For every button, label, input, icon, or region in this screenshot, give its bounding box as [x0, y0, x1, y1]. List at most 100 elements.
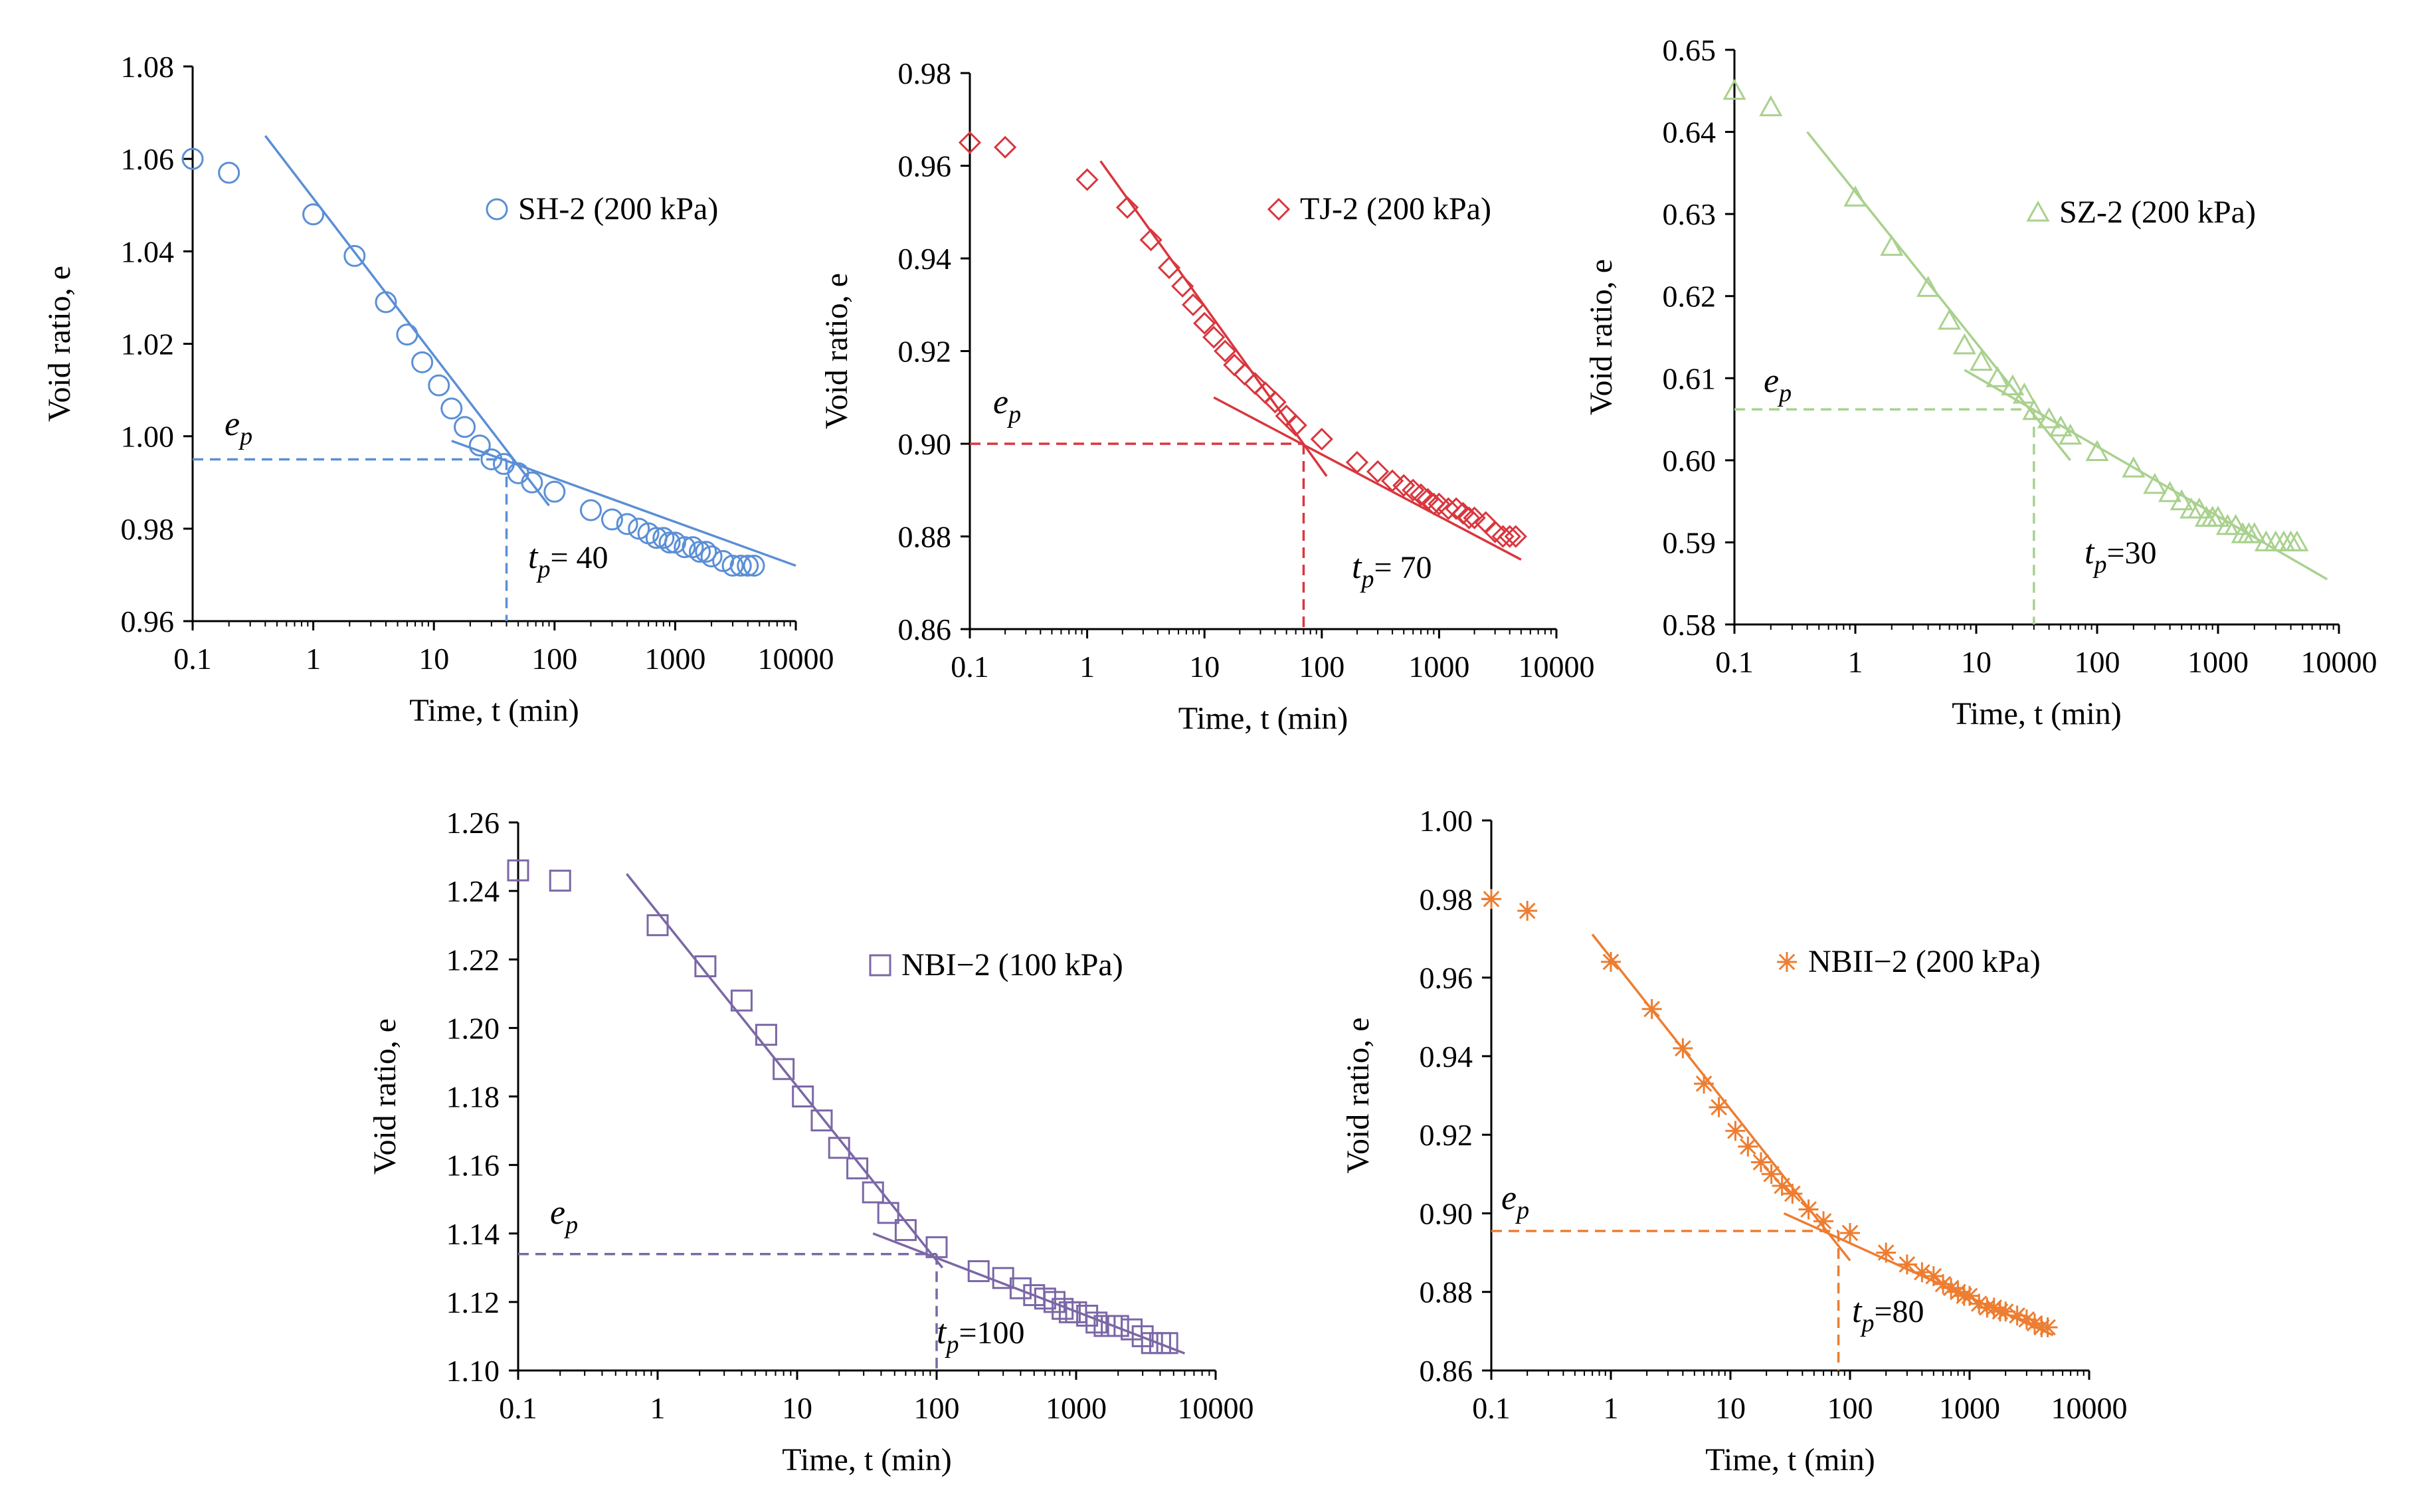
y-tick-label: 1.08 [121, 50, 175, 84]
tp-subscript: p [1859, 1309, 1874, 1337]
data-point [616, 513, 638, 535]
x-tick-label: 10 [418, 642, 449, 676]
ep-subscript: p [238, 423, 252, 450]
chart-nbii2: 0.86 0.88 0.90 0.92 0.94 0.96 0.98 1.00 0.1 1 10 10… [1341, 804, 2128, 1477]
data-point [1938, 308, 1962, 330]
data-point [721, 555, 744, 577]
data-point [1171, 274, 1194, 298]
y-tick-label: 1.22 [446, 943, 500, 977]
data-point [1085, 1311, 1108, 1334]
y-tick-label: 1.04 [121, 235, 175, 268]
chart-sz2: 0.58 0.59 0.60 0.61 0.62 0.63 0.64 0.65 0.1 1 10 10… [1584, 33, 2377, 731]
x-tick-label: 10000 [758, 642, 834, 676]
y-tick-label: 0.90 [1420, 1196, 1473, 1230]
tp-subscript: p [1359, 565, 1374, 593]
data-point [729, 555, 752, 577]
x-tick-label: 100 [531, 642, 577, 676]
fit-line [264, 135, 550, 507]
data-point [2059, 423, 2083, 445]
legend-label: TJ-2 (200 kPa) [1300, 191, 1491, 227]
legend-marker [486, 198, 508, 221]
data-point [2037, 1317, 2058, 1337]
data-point [396, 324, 418, 346]
data-point [810, 1109, 833, 1132]
x-axis-label: Time, t (min) [1178, 701, 1348, 736]
data-point [646, 914, 669, 937]
data-point [521, 471, 543, 494]
y-tick-label: 1.18 [446, 1080, 500, 1114]
data-point [343, 244, 366, 267]
data-point [958, 131, 982, 154]
x-tick-label: 1 [306, 642, 321, 676]
data-point [1750, 1152, 1771, 1173]
data-point [877, 1202, 899, 1224]
data-point [181, 147, 204, 170]
data-point [743, 555, 765, 577]
data-point [1601, 951, 1621, 972]
data-point [1933, 1274, 1954, 1294]
data-point [1952, 333, 1976, 355]
data-point [967, 1260, 990, 1282]
data-point [1772, 1176, 1792, 1196]
ep-annotation: ep [1501, 1179, 1529, 1224]
data-point [694, 955, 717, 978]
data-point [1840, 1223, 1860, 1243]
x-tick-label: 100 [1827, 1391, 1873, 1425]
x-axis-label: Time, t (min) [1952, 696, 2122, 731]
data-point [1409, 483, 1433, 506]
tp-annotation: tp=30 [2085, 533, 2157, 579]
data-point [1193, 312, 1216, 335]
data-point [2085, 440, 2109, 461]
y-tick-label: 0.96 [121, 605, 175, 638]
ep-subscript: p [1515, 1196, 1529, 1224]
data-point [1366, 460, 1390, 483]
data-point [468, 434, 491, 457]
data-point [2170, 489, 2193, 511]
data-point [1916, 276, 1940, 297]
data-point [1504, 525, 1527, 548]
data-point [1310, 427, 1333, 451]
data-point [2049, 415, 2073, 436]
data-point [1969, 1293, 1990, 1314]
data-point [1843, 185, 1867, 207]
x-axis-label: Time, t (min) [409, 693, 579, 728]
data-point [1284, 413, 1307, 437]
data-point [2012, 382, 2036, 404]
data-point [828, 1137, 850, 1159]
data-point [2285, 530, 2309, 551]
data-point [1121, 1318, 1143, 1341]
data-point [695, 541, 717, 563]
chart-sh2: 0.96 0.98 1.00 1.02 1.04 1.06 1.08 0.1 1 10 100 100… [42, 50, 834, 728]
data-point [492, 452, 515, 475]
x-tick-label: 0.1 [499, 1391, 537, 1425]
data-point [1941, 1277, 1962, 1298]
y-tick-label: 0.96 [898, 149, 952, 183]
chart-tj2: 0.86 0.88 0.90 0.92 0.94 0.96 0.98 0.1 1 10 100 100… [819, 56, 1595, 736]
tp-value: =100 [959, 1315, 1024, 1351]
data-point [846, 1157, 869, 1180]
data-point [1725, 1121, 1746, 1141]
x-tick-label: 1 [1848, 645, 1863, 679]
x-tick-label: 1000 [1046, 1391, 1107, 1425]
legend-marker [2026, 200, 2050, 222]
y-tick-label: 1.06 [121, 142, 175, 176]
y-tick-label: 0.60 [1663, 444, 1716, 478]
data-point [658, 531, 681, 554]
data-point [2016, 1309, 2037, 1330]
y-tick-label: 1.16 [446, 1149, 500, 1182]
data-point [1761, 1164, 1782, 1184]
data-point [1009, 1277, 1032, 1299]
data-point [440, 397, 463, 420]
x-tick-label: 10000 [2051, 1391, 2128, 1425]
tp-value: = 40 [550, 540, 608, 575]
data-point [1233, 363, 1256, 386]
y-tick-label: 0.94 [898, 242, 952, 276]
tp-value: =30 [2106, 535, 2156, 571]
data-point [2022, 399, 2046, 421]
data-point [428, 374, 450, 397]
data-point [1181, 293, 1205, 316]
data-point [302, 203, 325, 226]
x-tick-label: 10 [782, 1391, 812, 1425]
y-tick-label: 0.98 [1420, 882, 1473, 916]
data-point [1457, 506, 1481, 529]
